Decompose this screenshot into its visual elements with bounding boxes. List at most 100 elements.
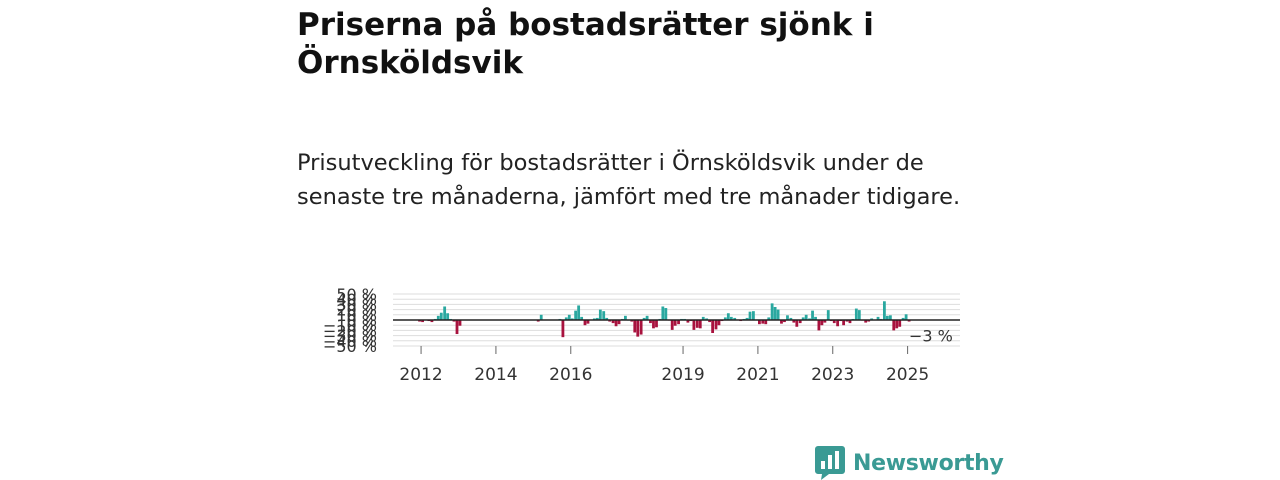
page-title: Priserna på bostadsrätter sjönk i Örnskö… bbox=[297, 7, 874, 81]
bar bbox=[677, 320, 680, 325]
bar bbox=[723, 317, 727, 320]
y-tick-label: −30 % bbox=[323, 327, 377, 346]
bar bbox=[539, 314, 543, 320]
bar bbox=[586, 320, 590, 324]
bar bbox=[789, 317, 793, 320]
bar bbox=[901, 317, 905, 320]
bar bbox=[602, 311, 606, 320]
y-tick-label: −10 % bbox=[323, 316, 377, 335]
bar bbox=[661, 306, 665, 320]
bar bbox=[820, 320, 824, 326]
x-tick-label: 2014 bbox=[474, 365, 517, 385]
bar bbox=[611, 320, 615, 324]
brand-name: Newsworthy bbox=[853, 450, 1004, 476]
bar bbox=[670, 320, 674, 330]
bar bbox=[583, 320, 587, 326]
y-tick-label: 50 % bbox=[336, 285, 377, 304]
bar bbox=[580, 316, 584, 320]
bar bbox=[574, 310, 578, 320]
bar bbox=[814, 316, 817, 320]
bar bbox=[673, 320, 677, 326]
x-tick-label: 2019 bbox=[661, 365, 704, 385]
bar bbox=[748, 311, 752, 320]
bar bbox=[745, 317, 749, 320]
x-tick-label: 2021 bbox=[736, 365, 779, 385]
x-axis-tick-labels: 2012 2014 2016 2019 2021 2023 2025 bbox=[399, 346, 929, 385]
bar bbox=[614, 320, 618, 327]
x-tick-label: 2025 bbox=[886, 365, 929, 385]
bar bbox=[686, 320, 690, 323]
bar bbox=[642, 317, 646, 320]
bar bbox=[655, 320, 658, 328]
bar bbox=[708, 320, 712, 323]
bar bbox=[826, 310, 830, 320]
bar bbox=[773, 307, 777, 320]
chart-bars bbox=[418, 301, 911, 338]
y-tick-label: 40 % bbox=[336, 290, 377, 309]
bar bbox=[692, 320, 696, 330]
bar bbox=[804, 314, 808, 320]
bar bbox=[898, 320, 902, 327]
y-tick-label: −40 % bbox=[323, 332, 377, 351]
bar bbox=[605, 317, 609, 320]
newsworthy-logo-icon bbox=[815, 446, 845, 480]
chart-description: Prisutveckling för bostadsrätter i Örnsk… bbox=[297, 150, 961, 210]
bar bbox=[864, 320, 868, 323]
bar bbox=[645, 315, 649, 320]
bar bbox=[832, 320, 836, 324]
bar bbox=[567, 314, 571, 320]
bar bbox=[595, 317, 599, 320]
y-tick-label: −20 % bbox=[323, 321, 377, 340]
bar bbox=[439, 312, 443, 320]
x-tick-label: 2023 bbox=[811, 365, 854, 385]
bar bbox=[633, 320, 637, 333]
bar bbox=[836, 320, 840, 327]
y-tick-label: 20 % bbox=[336, 301, 377, 320]
bar bbox=[770, 303, 774, 320]
bar bbox=[823, 320, 827, 323]
bar bbox=[892, 320, 896, 331]
bar bbox=[701, 316, 705, 320]
bar bbox=[876, 316, 880, 320]
newsworthy-logo[interactable]: Newsworthy bbox=[815, 446, 1004, 480]
bar bbox=[817, 320, 821, 331]
bar bbox=[904, 314, 908, 320]
y-tick-label: 10 % bbox=[336, 306, 377, 325]
bar bbox=[895, 320, 899, 329]
bar bbox=[786, 315, 789, 320]
bar bbox=[446, 313, 450, 320]
bar bbox=[764, 320, 768, 325]
y-tick-label: 30 % bbox=[336, 295, 377, 314]
bar bbox=[564, 317, 568, 320]
bar bbox=[711, 320, 715, 333]
bar bbox=[767, 317, 771, 320]
bar bbox=[883, 301, 886, 320]
bar bbox=[455, 320, 459, 335]
bar bbox=[639, 320, 643, 335]
bar bbox=[443, 306, 447, 320]
bar bbox=[664, 308, 668, 320]
bar bbox=[761, 320, 765, 324]
x-tick-label: 2016 bbox=[549, 365, 592, 385]
bar bbox=[780, 320, 783, 324]
bar bbox=[624, 315, 627, 320]
bar bbox=[752, 311, 755, 320]
bar bbox=[811, 310, 814, 320]
bar bbox=[695, 320, 699, 328]
bar bbox=[795, 320, 799, 327]
bar bbox=[652, 320, 655, 329]
bar bbox=[561, 320, 565, 338]
bar bbox=[617, 320, 621, 325]
bar bbox=[798, 320, 802, 324]
bar bbox=[842, 320, 846, 326]
bar bbox=[848, 320, 852, 324]
x-tick-label: 2012 bbox=[399, 365, 442, 385]
bar bbox=[758, 320, 761, 325]
last-value-label: −3 % bbox=[909, 327, 953, 346]
bar bbox=[458, 320, 462, 326]
y-tick-label: −50 % bbox=[323, 337, 377, 356]
bar bbox=[857, 310, 861, 320]
bar bbox=[792, 320, 796, 323]
bar bbox=[717, 320, 721, 326]
bar bbox=[714, 320, 718, 330]
